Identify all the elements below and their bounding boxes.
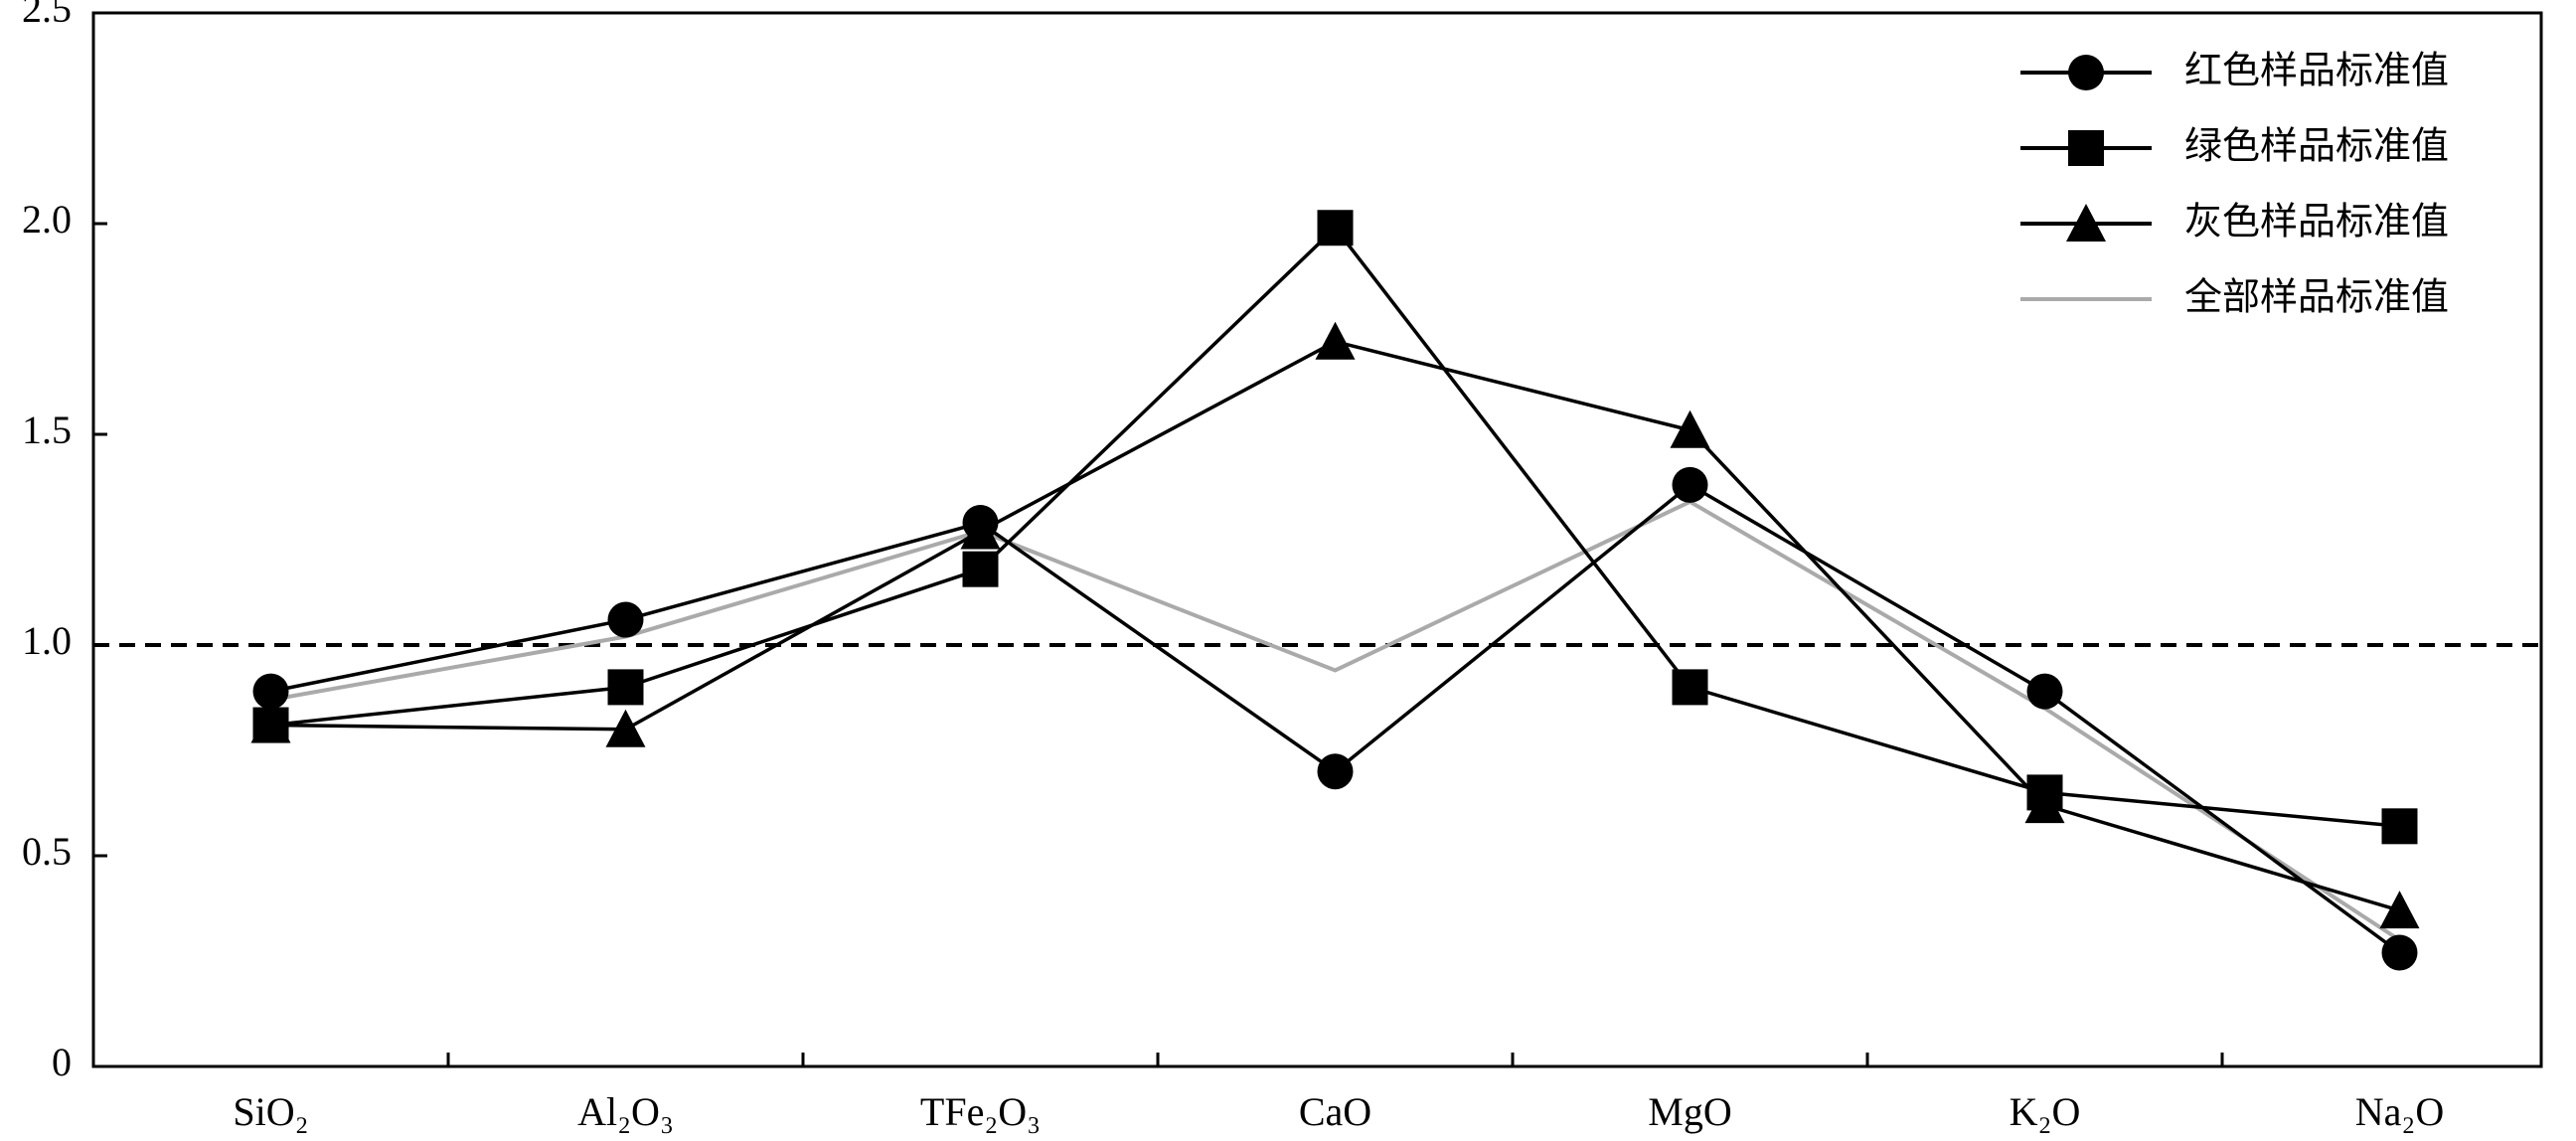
y-tick-label: 0.5 — [22, 829, 72, 874]
data-point — [1672, 466, 1708, 503]
data-point — [607, 669, 644, 706]
x-tick-label: SiO₂ — [233, 1089, 308, 1134]
plot-frame — [91, 11, 2543, 1068]
legend-marker — [2068, 130, 2104, 166]
x-tick-label: Na₂O — [2355, 1089, 2444, 1134]
y-tick-label: 1.0 — [22, 618, 72, 663]
data-point — [1315, 321, 1356, 360]
y-tick-label: 1.5 — [22, 408, 72, 452]
series-line — [270, 482, 2401, 954]
y-tick-label: 2.5 — [22, 0, 72, 31]
legend-label: 红色样品标准值 — [2184, 49, 2449, 92]
data-point — [2026, 673, 2063, 710]
legend-label: 全部样品标准值 — [2184, 275, 2449, 319]
data-point — [2381, 934, 2418, 971]
data-point — [1670, 409, 1710, 448]
data-point — [2381, 808, 2418, 845]
x-tick-label: K₂O — [2010, 1089, 2081, 1134]
y-tick-label: 2.0 — [22, 197, 72, 242]
data-point — [1317, 753, 1354, 790]
y-tick-label: 0 — [52, 1040, 72, 1084]
data-point — [2024, 785, 2065, 824]
data-point — [250, 705, 291, 743]
legend-marker — [2066, 204, 2106, 242]
data-point — [962, 551, 999, 587]
data-point — [252, 673, 289, 710]
legend-label: 绿色样品标准值 — [2184, 124, 2449, 168]
x-tick-label: TFe₂O₃ — [920, 1089, 1041, 1134]
data-point — [1672, 669, 1708, 706]
x-tick-label: Al₂O₃ — [577, 1089, 674, 1134]
data-point — [605, 709, 646, 747]
legend-label: 灰色样品标准值 — [2184, 200, 2449, 244]
x-tick-label: MgO — [1648, 1089, 1731, 1134]
legend-marker — [2068, 55, 2104, 90]
series-line — [270, 499, 2401, 942]
data-point — [1317, 210, 1354, 246]
x-tick-label: CaO — [1299, 1089, 1371, 1134]
data-point — [2379, 891, 2420, 929]
series-line — [270, 225, 2400, 829]
data-point — [607, 601, 644, 638]
data-point — [960, 511, 1001, 550]
